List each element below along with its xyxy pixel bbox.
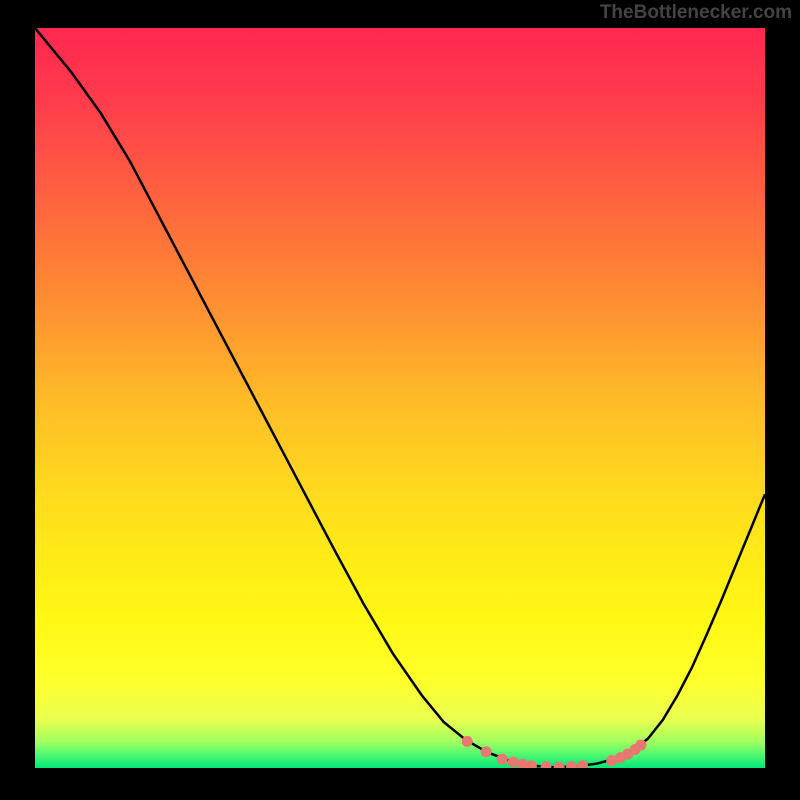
curve-marker bbox=[577, 760, 588, 768]
curve-marker bbox=[462, 736, 473, 747]
plot-area bbox=[35, 28, 765, 768]
curve-markers bbox=[462, 736, 647, 768]
curve-marker bbox=[554, 762, 565, 768]
curve-marker bbox=[635, 740, 646, 751]
curve-marker bbox=[566, 761, 577, 768]
watermark-text: TheBottlenecker.com bbox=[600, 2, 792, 24]
chart-container: TheBottlenecker.com bbox=[0, 0, 800, 800]
curve-overlay bbox=[35, 28, 765, 768]
curve-marker bbox=[481, 746, 492, 757]
curve-marker bbox=[526, 760, 537, 768]
curve-marker bbox=[508, 757, 519, 768]
curve-marker bbox=[541, 761, 552, 768]
curve-marker bbox=[497, 754, 508, 765]
bottleneck-curve bbox=[35, 28, 765, 767]
